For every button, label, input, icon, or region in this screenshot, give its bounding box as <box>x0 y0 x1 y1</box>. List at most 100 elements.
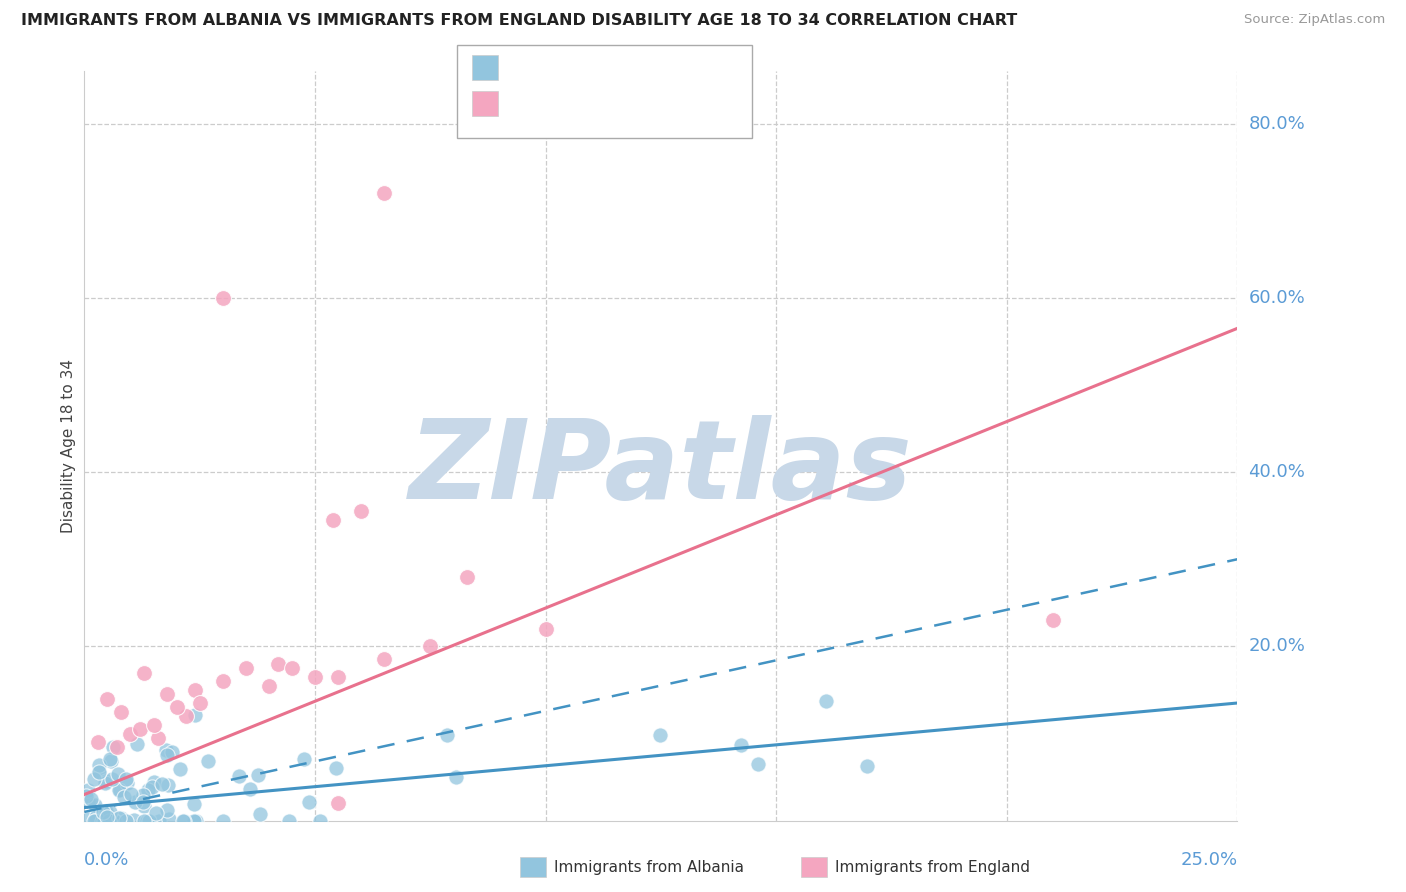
Point <box>350 504 373 518</box>
Text: Immigrants from England: Immigrants from England <box>835 860 1031 874</box>
Point <box>87 735 110 749</box>
Point <box>87 765 110 780</box>
Point <box>101 739 124 754</box>
Point <box>93 814 115 828</box>
Point <box>197 754 219 768</box>
Point <box>150 776 173 790</box>
Point <box>446 770 468 784</box>
Text: Source: ZipAtlas.com: Source: ZipAtlas.com <box>1244 13 1385 27</box>
Text: 25.0%: 25.0% <box>1180 851 1237 869</box>
Point <box>156 803 179 817</box>
Point <box>97 814 120 828</box>
Point <box>80 791 103 805</box>
Point <box>815 694 838 708</box>
Point <box>235 661 257 675</box>
Text: 0.0%: 0.0% <box>84 851 129 869</box>
Point <box>104 814 127 828</box>
Point <box>101 772 124 786</box>
Point <box>246 768 269 782</box>
Point <box>184 682 207 697</box>
Point <box>134 665 156 680</box>
Point <box>110 705 132 719</box>
Point <box>373 186 395 201</box>
Point <box>162 746 184 760</box>
Point <box>211 674 233 689</box>
Text: 20.0%: 20.0% <box>1249 638 1305 656</box>
Point <box>98 805 121 820</box>
Point <box>730 738 752 752</box>
Point <box>135 814 157 828</box>
Point <box>115 775 138 789</box>
Point <box>75 789 97 803</box>
Point <box>83 814 105 828</box>
Point <box>141 780 163 794</box>
Point <box>89 757 111 772</box>
Point <box>184 814 207 828</box>
Point <box>325 761 347 775</box>
Text: R =  0.231   N = 93: R = 0.231 N = 93 <box>506 59 669 77</box>
Point <box>148 814 170 828</box>
Point <box>156 687 179 701</box>
Point <box>138 783 160 797</box>
Point <box>257 679 280 693</box>
Point <box>249 807 271 822</box>
Point <box>120 787 142 801</box>
Point <box>105 813 128 827</box>
Point <box>103 814 125 828</box>
Point <box>110 811 132 825</box>
Text: 40.0%: 40.0% <box>1249 463 1305 481</box>
Point <box>120 726 142 740</box>
Point <box>84 814 107 828</box>
Point <box>436 728 458 742</box>
Text: 80.0%: 80.0% <box>1249 115 1305 133</box>
Point <box>169 762 191 776</box>
Point <box>128 722 150 736</box>
Point <box>107 767 129 781</box>
Point <box>107 782 129 797</box>
Point <box>124 795 146 809</box>
Point <box>105 814 128 828</box>
Point <box>1042 613 1064 627</box>
Text: 60.0%: 60.0% <box>1249 289 1305 307</box>
Point <box>157 778 180 792</box>
Point <box>105 739 128 754</box>
Point <box>86 810 108 824</box>
Point <box>101 814 124 828</box>
Point <box>373 652 395 666</box>
Point <box>183 797 205 811</box>
Point <box>534 622 557 636</box>
Point <box>648 728 671 742</box>
Point <box>238 781 260 796</box>
Point <box>326 670 349 684</box>
Point <box>94 804 117 818</box>
Point <box>211 814 233 828</box>
Point <box>281 661 304 675</box>
Point <box>115 814 138 828</box>
Point <box>122 814 145 828</box>
Point <box>267 657 290 671</box>
Y-axis label: Disability Age 18 to 34: Disability Age 18 to 34 <box>60 359 76 533</box>
Point <box>132 798 155 813</box>
Point <box>145 806 167 821</box>
Point <box>855 758 877 772</box>
Point <box>174 709 197 723</box>
Point <box>326 796 349 810</box>
Point <box>89 764 111 779</box>
Point <box>456 570 478 584</box>
Point <box>94 775 117 789</box>
Text: IMMIGRANTS FROM ALBANIA VS IMMIGRANTS FROM ENGLAND DISABILITY AGE 18 TO 34 CORRE: IMMIGRANTS FROM ALBANIA VS IMMIGRANTS FR… <box>21 13 1018 29</box>
Text: ZIPatlas: ZIPatlas <box>409 415 912 522</box>
Point <box>309 814 332 828</box>
Point <box>132 788 155 802</box>
Point <box>93 805 115 819</box>
Point <box>112 790 135 805</box>
Point <box>166 700 188 714</box>
Point <box>84 797 107 812</box>
Point <box>747 757 769 772</box>
Point <box>298 795 321 809</box>
Point <box>131 795 153 809</box>
Text: Immigrants from Albania: Immigrants from Albania <box>554 860 744 874</box>
Point <box>184 707 207 722</box>
Point <box>155 743 177 757</box>
Point <box>125 737 148 751</box>
